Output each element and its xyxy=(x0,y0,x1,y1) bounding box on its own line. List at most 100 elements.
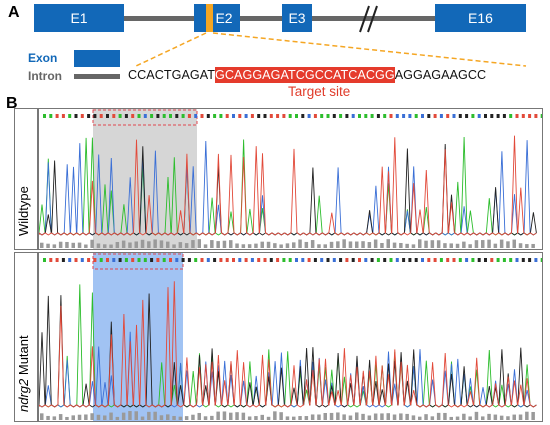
quality-bar xyxy=(455,416,460,420)
base-call-mark xyxy=(446,114,450,118)
quality-bar xyxy=(285,416,290,420)
base-call-mark xyxy=(477,114,481,118)
quality-bar xyxy=(96,243,101,248)
quality-bar xyxy=(229,412,233,420)
base-call-mark xyxy=(124,258,128,262)
base-call-mark xyxy=(74,258,78,262)
base-call-mark xyxy=(244,114,248,118)
legend-exon-label: Exon xyxy=(28,51,58,65)
base-call-mark xyxy=(433,258,437,262)
quality-bar xyxy=(46,415,50,420)
base-call-mark xyxy=(402,114,406,118)
base-call-mark xyxy=(150,258,154,262)
base-call-mark xyxy=(490,258,494,262)
base-call-mark xyxy=(402,258,406,262)
base-call-mark xyxy=(238,114,242,118)
base-call-mark xyxy=(99,114,103,118)
base-call-mark xyxy=(339,258,343,262)
base-call-mark xyxy=(295,114,298,118)
quality-bar xyxy=(525,244,529,248)
quality-bar xyxy=(90,239,94,248)
quality-bar xyxy=(285,243,290,248)
base-call-mark xyxy=(232,114,235,118)
base-call-mark xyxy=(528,258,532,262)
base-call-mark xyxy=(484,114,487,118)
quality-bar xyxy=(166,414,170,420)
quality-bar xyxy=(235,243,239,248)
trace-T xyxy=(39,281,537,408)
quality-bar xyxy=(468,244,472,248)
quality-bar xyxy=(172,415,176,420)
base-call-mark xyxy=(232,258,235,262)
base-call-mark xyxy=(540,114,542,118)
base-call-mark xyxy=(175,114,179,118)
mutant-label-box xyxy=(14,252,38,422)
quality-bar xyxy=(121,240,126,248)
base-call-mark xyxy=(490,114,494,118)
quality-bar xyxy=(487,239,491,248)
quality-bar xyxy=(348,241,353,248)
quality-bar xyxy=(348,415,353,420)
quality-bar xyxy=(386,239,390,248)
quality-bar xyxy=(58,414,63,420)
base-call-mark xyxy=(282,114,286,118)
quality-bar xyxy=(77,414,82,420)
base-call-mark xyxy=(339,114,343,118)
base-call-mark xyxy=(358,114,361,118)
quality-bar xyxy=(159,415,164,420)
base-call-mark xyxy=(257,258,261,262)
quality-bar xyxy=(380,243,384,248)
target-site-marker xyxy=(206,4,213,32)
base-call-mark xyxy=(307,114,311,118)
base-call-mark xyxy=(282,258,286,262)
base-call-mark xyxy=(276,258,280,262)
base-call-mark xyxy=(395,258,399,262)
quality-bar xyxy=(424,240,428,248)
quality-bar xyxy=(493,414,498,420)
quality-bar xyxy=(474,240,479,248)
quality-bar xyxy=(317,414,321,420)
quality-bar xyxy=(197,239,201,248)
sequence-suffix: AGGAGAAGCC xyxy=(394,68,487,82)
quality-bar xyxy=(392,242,397,248)
wildtype-row-label: Wildtype xyxy=(16,186,31,236)
base-call-mark xyxy=(55,114,59,118)
quality-bar xyxy=(405,243,409,248)
quality-bar xyxy=(184,416,189,420)
quality-bar xyxy=(499,415,504,420)
quality-bar xyxy=(71,242,75,248)
base-call-mark xyxy=(496,114,500,118)
exon-e1-label: E1 xyxy=(70,10,88,26)
quality-bar xyxy=(273,243,277,248)
base-call-mark xyxy=(238,258,242,262)
base-call-mark xyxy=(106,258,109,262)
quality-bar xyxy=(323,244,327,248)
base-call-mark xyxy=(458,114,462,118)
base-call-mark xyxy=(143,114,147,118)
quality-bar xyxy=(481,240,485,248)
base-call-mark xyxy=(301,114,305,118)
quality-bar xyxy=(443,412,447,420)
base-call-mark xyxy=(137,114,141,118)
quality-bar xyxy=(443,243,447,248)
base-call-mark xyxy=(408,258,412,262)
quality-bar xyxy=(512,239,516,248)
quality-bar xyxy=(191,240,195,248)
base-call-mark xyxy=(389,258,393,262)
base-call-mark xyxy=(427,114,431,118)
base-call-mark xyxy=(68,258,72,262)
exon-e3: E3 xyxy=(282,4,312,32)
quality-bar xyxy=(298,416,302,420)
quality-bar xyxy=(392,414,397,420)
base-call-mark xyxy=(439,114,443,118)
quality-bar xyxy=(128,411,132,420)
base-call-mark xyxy=(351,258,355,262)
quality-bar xyxy=(254,416,258,420)
exon-e16: E16 xyxy=(435,4,526,32)
base-call-mark xyxy=(263,114,267,118)
base-call-mark xyxy=(213,114,217,118)
quality-bar xyxy=(254,243,258,248)
quality-bar xyxy=(493,243,498,248)
quality-bar xyxy=(455,243,460,248)
base-call-mark xyxy=(502,114,506,118)
